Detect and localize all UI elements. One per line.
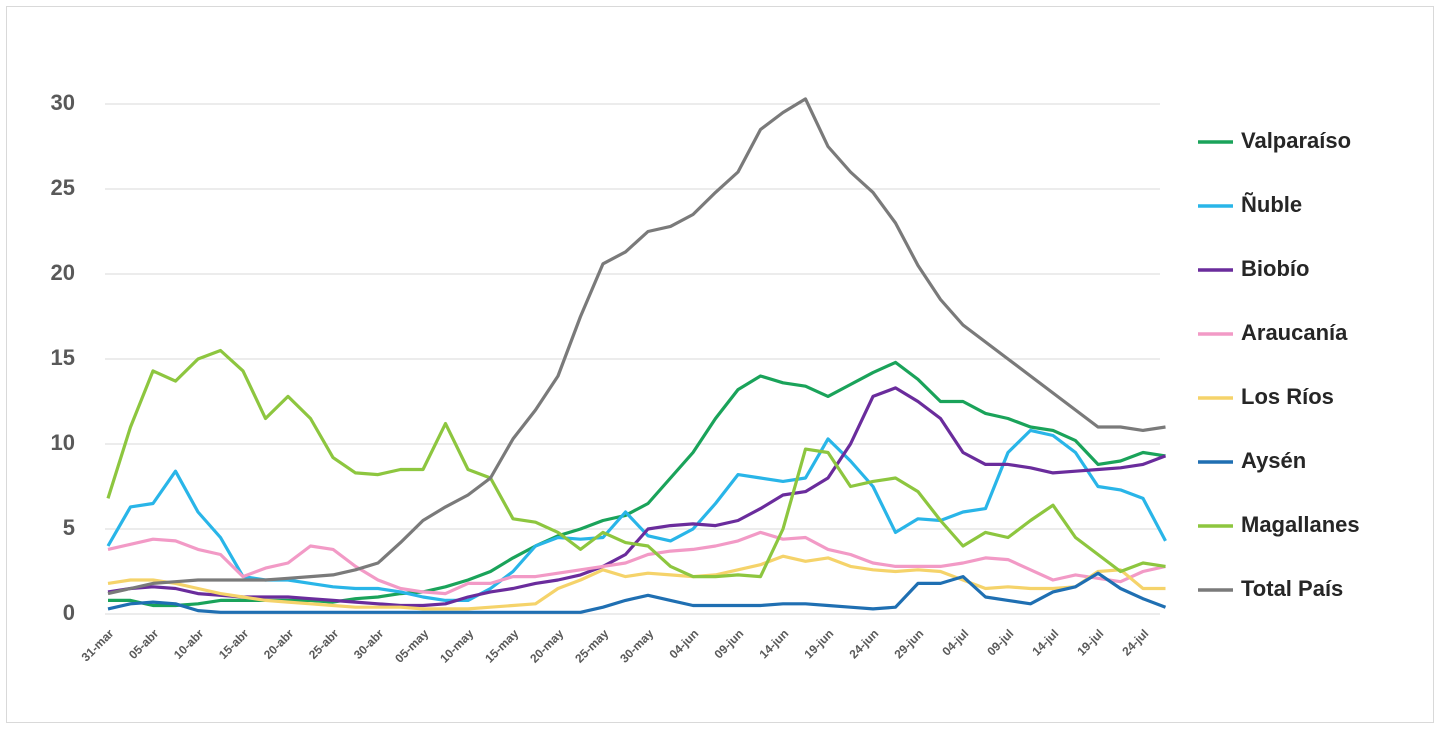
legend-label: Magallanes xyxy=(1241,512,1360,537)
legend-label: Araucanía xyxy=(1241,320,1348,345)
series-line xyxy=(107,571,1167,614)
series-line xyxy=(107,554,1166,611)
y-tick-label: 30 xyxy=(51,90,75,115)
series-line xyxy=(106,348,1166,579)
legend-label: Total País xyxy=(1241,576,1343,601)
legend-label: Valparaíso xyxy=(1241,128,1351,153)
y-tick-label: 5 xyxy=(63,515,75,540)
series-line xyxy=(107,386,1167,608)
y-tick-label: 0 xyxy=(63,600,75,625)
y-tick-label: 15 xyxy=(51,345,75,370)
y-tick-label: 10 xyxy=(51,430,75,455)
y-tick-label: 25 xyxy=(51,175,75,200)
legend-label: Aysén xyxy=(1241,448,1306,473)
legend-label: Los Ríos xyxy=(1241,384,1334,409)
series-line xyxy=(107,97,1166,596)
y-tick-label: 20 xyxy=(51,260,75,285)
chart-frame xyxy=(6,6,1434,723)
series-line xyxy=(107,530,1166,596)
legend-label: Biobío xyxy=(1241,256,1309,281)
legend-label: Ñuble xyxy=(1241,192,1302,217)
